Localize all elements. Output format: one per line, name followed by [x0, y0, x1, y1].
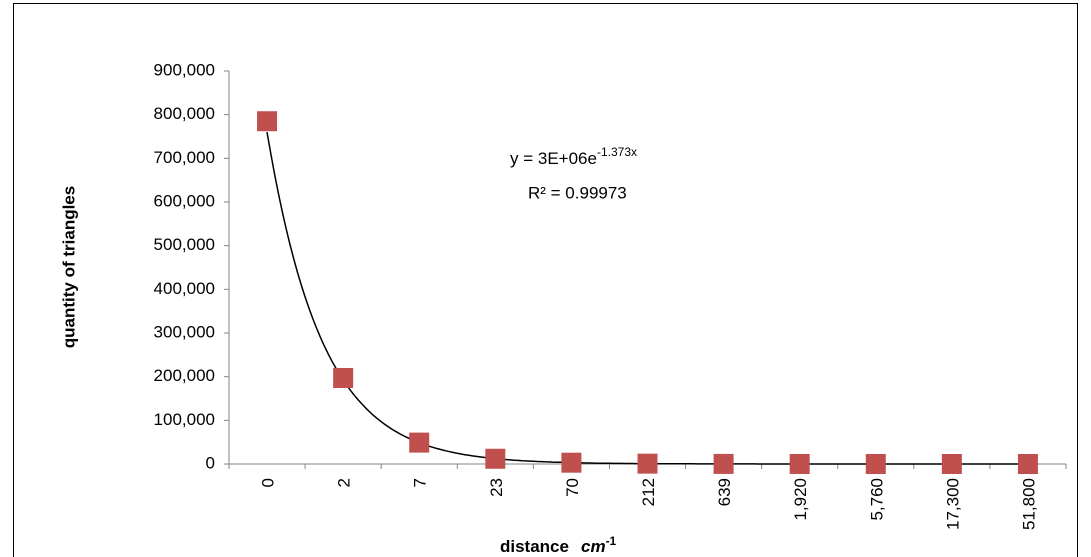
- x-tick-label: 639: [715, 478, 734, 506]
- x-tick-label: 1,920: [791, 478, 810, 521]
- x-tick-label: 70: [563, 478, 582, 497]
- marker: [1017, 453, 1038, 474]
- marker: [941, 453, 962, 474]
- y-axis-title: quantity of triangles: [59, 186, 78, 348]
- y-tick-label: 300,000: [154, 322, 215, 341]
- y-tick-label: 800,000: [154, 104, 215, 123]
- x-axis-title-exponent: -1: [606, 534, 617, 548]
- marker: [561, 452, 582, 473]
- marker: [333, 367, 354, 388]
- x-tick-label: 7: [411, 478, 430, 487]
- marker: [789, 453, 810, 474]
- x-tick-label: 212: [639, 478, 658, 506]
- trend-equation-base: y = 3E+06e: [510, 149, 597, 168]
- y-tick-label: 700,000: [154, 148, 215, 167]
- x-tick-label: 23: [487, 478, 506, 497]
- y-tick-label: 500,000: [154, 235, 215, 254]
- y-tick-label: 100,000: [154, 410, 215, 429]
- x-tick-label: 51,800: [1019, 478, 1038, 530]
- y-tick-label: 200,000: [154, 366, 215, 385]
- marker: [485, 448, 506, 469]
- y-tick-label: 900,000: [154, 60, 215, 79]
- y-tick-label: 400,000: [154, 279, 215, 298]
- x-tick-label: 0: [259, 478, 278, 487]
- r-squared: R² = 0.99973: [528, 183, 627, 202]
- y-tick-label: 600,000: [154, 191, 215, 210]
- x-axis-title-text: distance: [500, 537, 569, 556]
- marker: [713, 453, 734, 474]
- marker: [865, 453, 886, 474]
- trend-equation-exponent: -1.373x: [597, 145, 637, 159]
- y-tick-label: 0: [206, 453, 215, 472]
- x-axis-title-unit: cm: [581, 537, 606, 556]
- marker: [637, 453, 658, 474]
- marker: [409, 432, 430, 453]
- x-axis-title: distance cm-1: [500, 534, 617, 556]
- x-tick-label: 2: [335, 478, 354, 487]
- x-tick-label: 5,760: [867, 478, 886, 521]
- x-tick-label: 17,300: [943, 478, 962, 530]
- trend-equation: y = 3E+06e-1.373x: [510, 145, 637, 168]
- marker: [257, 111, 278, 132]
